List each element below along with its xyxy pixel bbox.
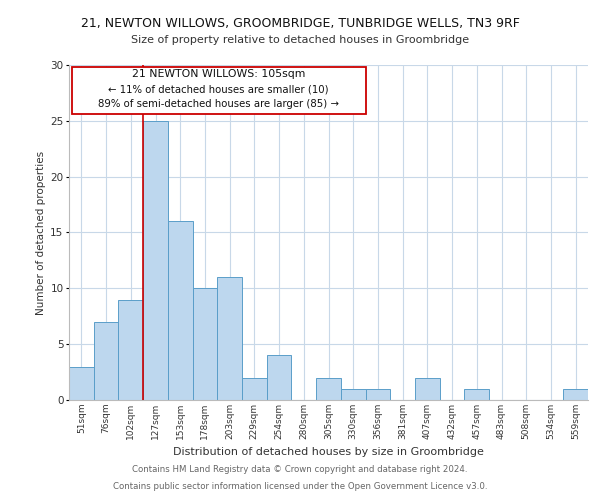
Bar — [94, 322, 118, 400]
Bar — [118, 300, 143, 400]
Text: Contains HM Land Registry data © Crown copyright and database right 2024.: Contains HM Land Registry data © Crown c… — [132, 465, 468, 474]
Bar — [72, 66, 365, 114]
Bar — [217, 277, 242, 400]
X-axis label: Distribution of detached houses by size in Groombridge: Distribution of detached houses by size … — [173, 448, 484, 458]
Bar — [341, 389, 365, 400]
Bar — [242, 378, 267, 400]
Bar — [69, 366, 94, 400]
Bar — [267, 356, 292, 400]
Text: 21 NEWTON WILLOWS: 105sqm: 21 NEWTON WILLOWS: 105sqm — [132, 70, 305, 80]
Text: Contains public sector information licensed under the Open Government Licence v3: Contains public sector information licen… — [113, 482, 487, 491]
Text: Size of property relative to detached houses in Groombridge: Size of property relative to detached ho… — [131, 35, 469, 45]
Bar — [415, 378, 440, 400]
Text: 21, NEWTON WILLOWS, GROOMBRIDGE, TUNBRIDGE WELLS, TN3 9RF: 21, NEWTON WILLOWS, GROOMBRIDGE, TUNBRID… — [80, 18, 520, 30]
Bar — [316, 378, 341, 400]
Bar — [464, 389, 489, 400]
Text: ← 11% of detached houses are smaller (10): ← 11% of detached houses are smaller (10… — [109, 84, 329, 94]
Bar — [193, 288, 217, 400]
Bar — [365, 389, 390, 400]
Text: 89% of semi-detached houses are larger (85) →: 89% of semi-detached houses are larger (… — [98, 99, 339, 109]
Bar — [563, 389, 588, 400]
Y-axis label: Number of detached properties: Number of detached properties — [36, 150, 46, 314]
Bar — [143, 121, 168, 400]
Bar — [168, 222, 193, 400]
